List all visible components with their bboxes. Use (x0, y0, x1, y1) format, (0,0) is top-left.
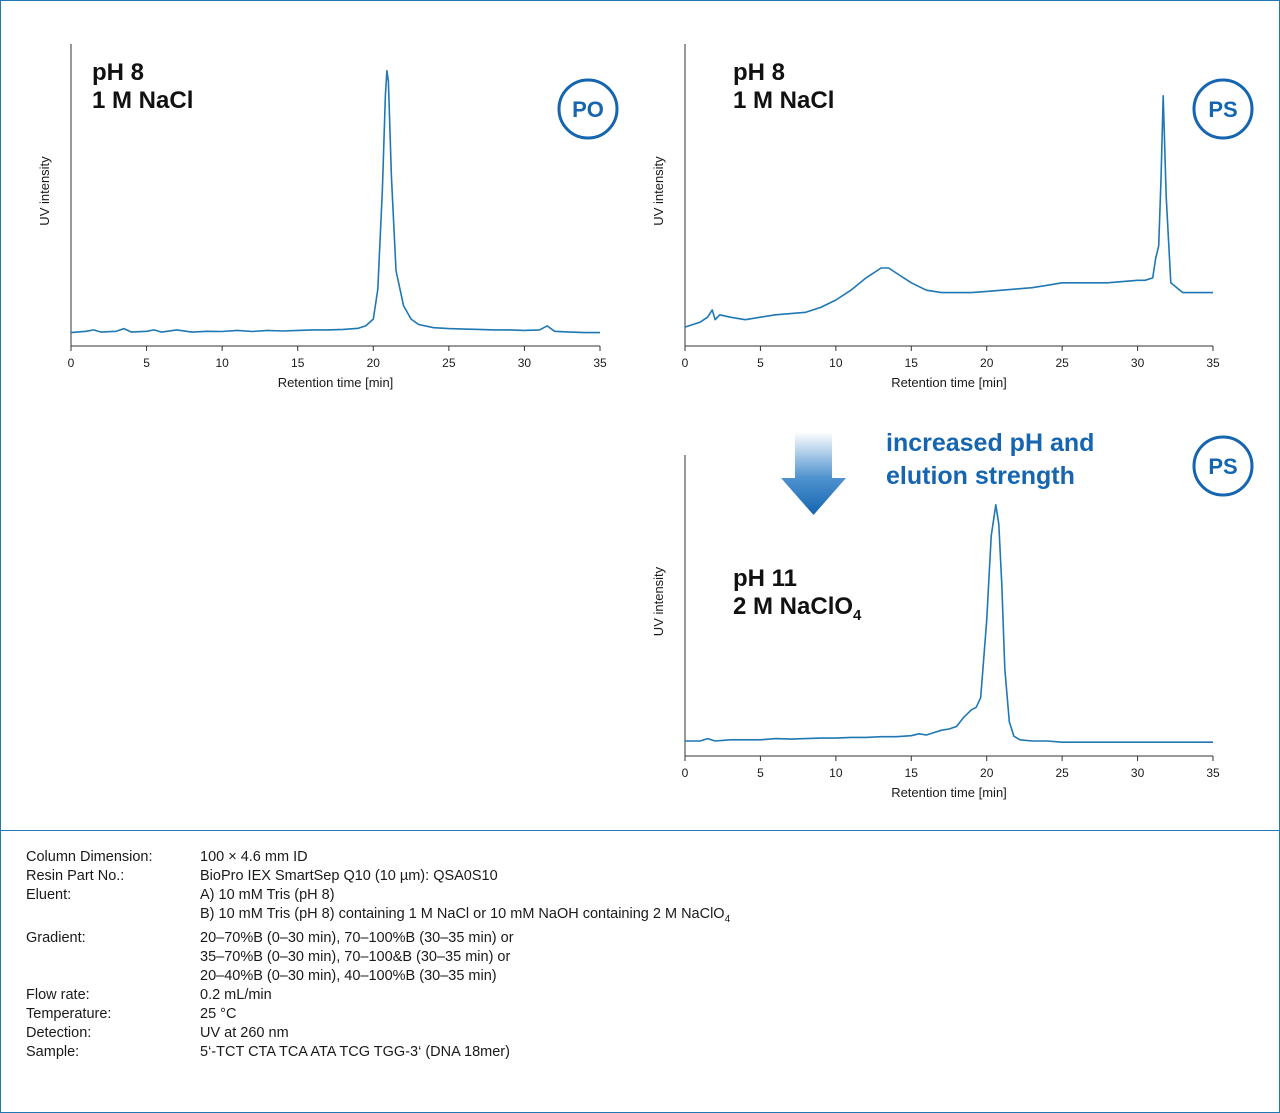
condition-row: Flow rate: 0.2 mL/min (26, 986, 730, 1005)
x-tick-label: 35 (1206, 766, 1220, 780)
x-tick-label: 30 (1131, 766, 1145, 780)
condition-value: BioPro IEX SmartSep Q10 (10 µm): QSA0S10 (200, 867, 498, 886)
badge-circle (1192, 78, 1254, 140)
x-tick-label: 25 (1055, 356, 1069, 370)
badge-label: PO (572, 97, 604, 122)
series-line-po (70, 69, 600, 334)
x-tick-label: 15 (291, 356, 305, 370)
x-tick-label: 35 (593, 356, 607, 370)
x-axis-label: Retention time [min] (891, 785, 1007, 800)
x-tick-label: 30 (518, 356, 532, 370)
transition-arrow (781, 432, 846, 515)
x-tick-label: 5 (757, 766, 764, 780)
x-tick-label: 10 (829, 766, 843, 780)
condition-value-line: 100 × 4.6 mm ID (200, 849, 308, 865)
series-line-ps1 (684, 95, 1213, 328)
x-tick-label: 15 (905, 766, 919, 780)
x-tick-label: 25 (1055, 766, 1069, 780)
badge-circle (1192, 435, 1254, 497)
condition-value-line: UV at 260 nm (200, 1024, 289, 1041)
condition-key: Flow rate: (26, 986, 90, 1003)
badge-circle (557, 78, 619, 140)
badge-label: PS (1208, 454, 1237, 479)
condition-key: Sample: (26, 1043, 80, 1060)
x-tick-label: 20 (980, 766, 994, 780)
method-conditions: Column Dimension: 100 × 4.6 mm ID Resin Pa… (26, 848, 730, 1062)
condition-value: 0.2 mL/min (200, 986, 272, 1005)
condition-value-line: 35–70%B (0–30 min), 70–100&B (30–35 min)… (200, 948, 511, 965)
x-tick-label: 10 (215, 356, 229, 370)
condition-key: Temperature: (26, 1005, 112, 1022)
condition-row: Gradient: 20–70%B (0–30 min), 70–100%B (3… (26, 929, 730, 986)
y-axis-label: UV intensity (651, 566, 666, 636)
condition-annotation-line-1: pH 8 (733, 59, 785, 86)
condition-value-line: 25 °C (200, 1005, 237, 1022)
condition-value-line: 20–40%B (0–30 min), 40–100%B (30–35 min) (200, 967, 497, 984)
x-tick-label: 5 (757, 356, 764, 370)
condition-value: UV at 260 nm (200, 1024, 289, 1043)
condition-key: Gradient: (26, 929, 86, 946)
x-tick-label: 0 (68, 356, 75, 370)
x-tick-label: 10 (829, 356, 843, 370)
x-axis-label: Retention time [min] (891, 375, 1007, 390)
condition-value: A) 10 mM Tris (pH 8) B) 10 mM Tris (pH 8)… (200, 886, 730, 929)
x-tick-label: 15 (905, 356, 919, 370)
condition-row: Detection: UV at 260 nm (26, 1024, 730, 1043)
chart-ps2: 0 5 10 15 20 25 30 35 Retention time [min] UV int… (651, 435, 1254, 800)
condition-key: Resin Part No.: (26, 868, 125, 884)
x-tick-label: 25 (442, 356, 456, 370)
y-axis-label: UV intensity (37, 156, 52, 226)
condition-value: 20–70%B (0–30 min), 70–100%B (30–35 min)… (200, 929, 514, 986)
condition-value-line: BioPro IEX SmartSep Q10 (10 µm): QSA0S10 (200, 868, 498, 884)
x-tick-label: 0 (682, 356, 689, 370)
x-tick-label: 30 (1131, 356, 1145, 370)
x-tick-label: 20 (980, 356, 994, 370)
condition-value: 100 × 4.6 mm ID (200, 848, 308, 867)
condition-annotation-line-1: pH 11 (733, 565, 797, 592)
x-tick-label: 20 (367, 356, 381, 370)
condition-row: Temperature: 25 °C (26, 1005, 730, 1024)
condition-annotation-line-2: 1 M NaCl (92, 87, 193, 114)
transition-label-line-1: increased pH and (886, 429, 1094, 457)
x-axis-label: Retention time [min] (278, 375, 394, 390)
x-tick-label: 0 (682, 766, 689, 780)
condition-value: 5‘-TCT CTA TCA ATA TCG TGG-3‘ (DNA 18mer… (200, 1043, 510, 1062)
condition-key: Column Dimension: (26, 849, 153, 865)
condition-value-line: 0.2 mL/min (200, 986, 272, 1003)
condition-key: Detection: (26, 1024, 92, 1041)
condition-annotation-line-2: 2 M NaClO4 (733, 593, 862, 624)
section-divider (0, 830, 1280, 831)
condition-value-line: B) 10 mM Tris (pH 8) containing 1 M NaCl… (200, 906, 731, 925)
y-axis-label: UV intensity (651, 156, 666, 226)
condition-key: Eluent: (26, 887, 72, 903)
condition-annotation-line-2: 1 M NaCl (733, 87, 834, 114)
transition-label-line-2: elution strength (886, 462, 1075, 490)
x-tick-label: 35 (1206, 356, 1220, 370)
condition-row: Sample: 5‘-TCT CTA TCA ATA TCG TGG-3‘ (DN… (26, 1043, 730, 1062)
badge-label: PS (1208, 97, 1237, 122)
condition-value-line: 20–70%B (0–30 min), 70–100%B (30–35 min)… (200, 929, 514, 946)
x-tick-label: 5 (143, 356, 150, 370)
condition-value-line: 5‘-TCT CTA TCA ATA TCG TGG-3‘ (DNA 18mer… (200, 1043, 510, 1060)
condition-row: Resin Part No.: BioPro IEX SmartSep Q10 (… (26, 867, 730, 886)
condition-row: Column Dimension: 100 × 4.6 mm ID (26, 848, 730, 867)
condition-annotation-line-1: pH 8 (92, 59, 144, 86)
series-line-ps2 (685, 503, 1213, 744)
condition-row: Eluent: A) 10 mM Tris (pH 8) B) 10 mM Tris… (26, 886, 730, 929)
condition-value: 25 °C (200, 1005, 236, 1024)
chromatogram-figure: 0 5 10 15 20 25 30 35 Retention time [min] UV int… (37, 44, 1254, 800)
condition-value-line: A) 10 mM Tris (pH 8) (200, 887, 335, 903)
chart-po: 0 5 10 15 20 25 30 35 Retention time [min] UV int… (37, 44, 619, 390)
chart-ps1: 0 5 10 15 20 25 30 35 Retention time [min] UV int… (651, 44, 1254, 390)
